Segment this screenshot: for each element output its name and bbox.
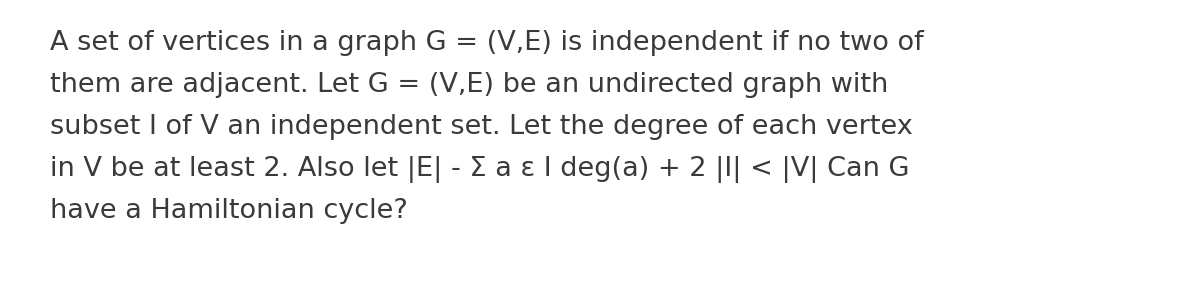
Text: have a Hamiltonian cycle?: have a Hamiltonian cycle? <box>50 198 408 224</box>
Text: in V be at least 2. Also let |E| - Σ a ε I deg(a) + 2 |I| < |V| Can G: in V be at least 2. Also let |E| - Σ a ε… <box>50 156 910 183</box>
Text: them are adjacent. Let G = (V,E) be an undirected graph with: them are adjacent. Let G = (V,E) be an u… <box>50 72 888 98</box>
Text: subset I of V an independent set. Let the degree of each vertex: subset I of V an independent set. Let th… <box>50 114 913 140</box>
Text: A set of vertices in a graph G = (V,E) is independent if no two of: A set of vertices in a graph G = (V,E) i… <box>50 30 924 56</box>
